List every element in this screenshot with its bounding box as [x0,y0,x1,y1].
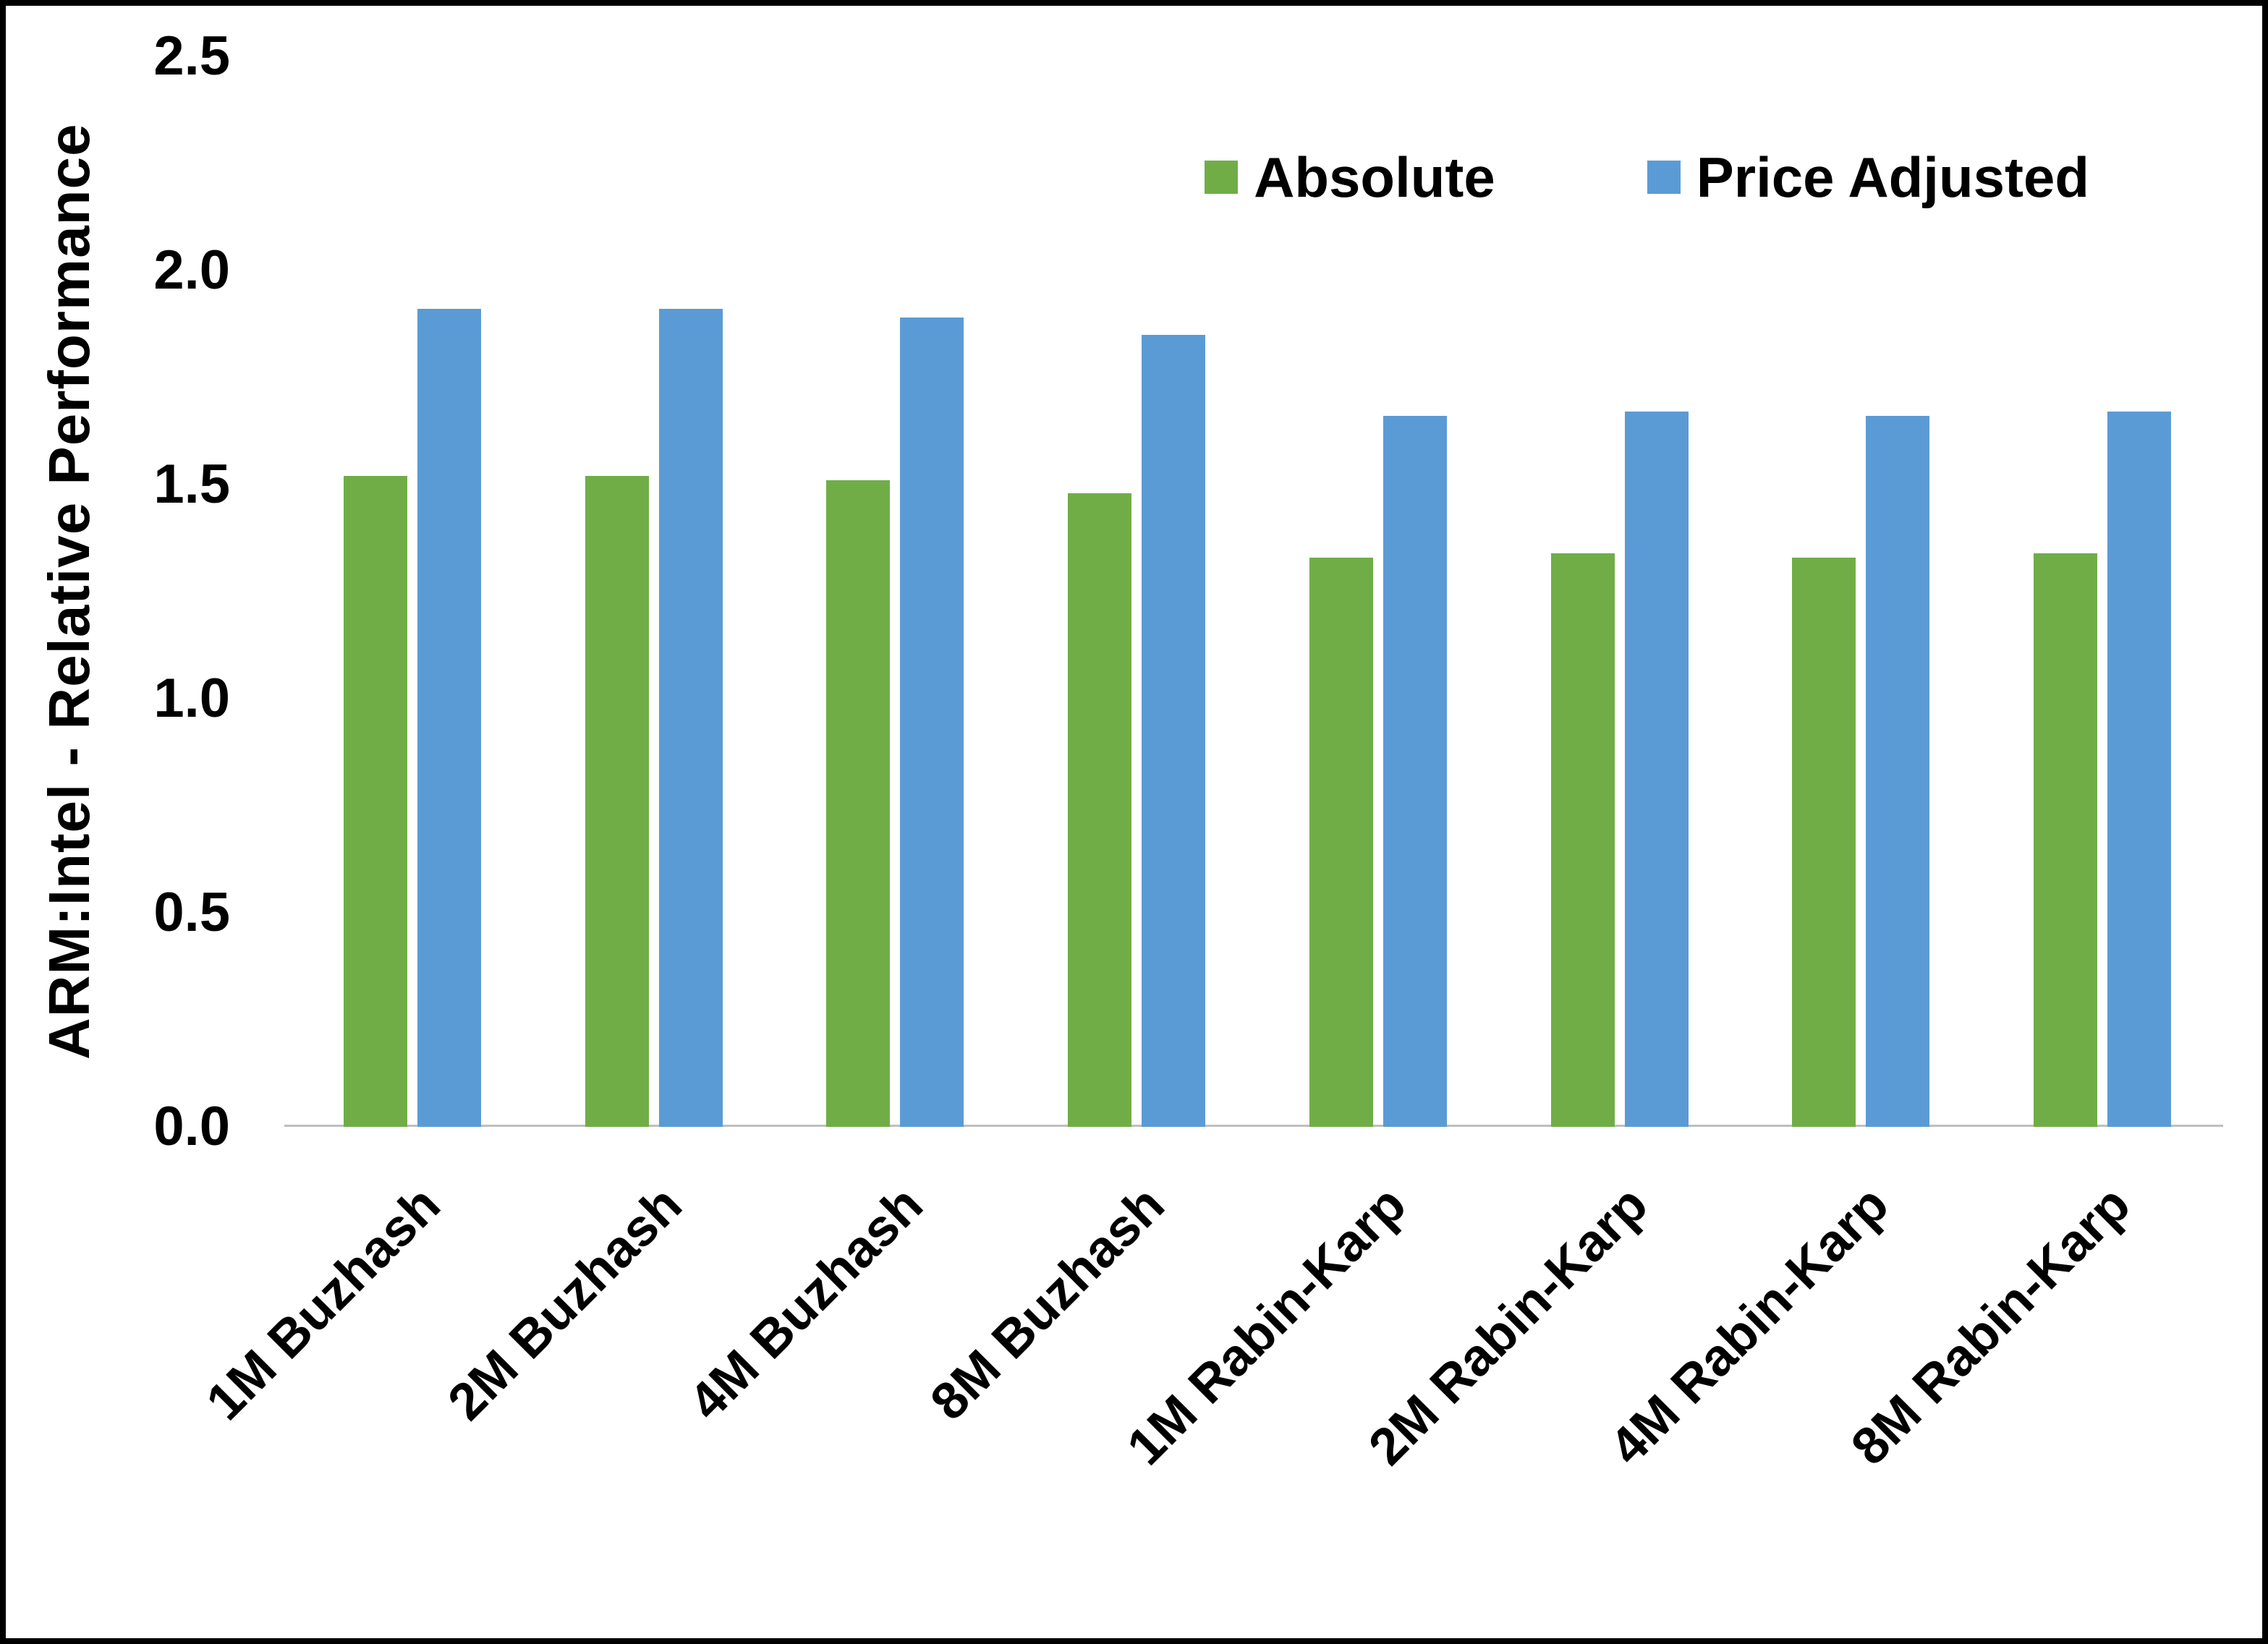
x-category-label: 2M Buzhash [436,1175,693,1431]
x-axis-labels: 1M Buzhash 2M Buzhash 4M Buzhash 8M Buzhash… [195,1127,2223,1633]
y-tick-label: 0.0 [153,1096,230,1157]
bar-price-adjusted [1866,416,1930,1127]
bar-group [292,56,533,1127]
y-tick-label: 0.5 [153,882,230,943]
bar-price-adjusted [1383,416,1447,1127]
bar-absolute [1550,553,1615,1127]
bar-absolute [2034,553,2098,1127]
x-category-label: 8M Buzhash [919,1175,1176,1431]
legend-swatch-icon [1647,161,1681,194]
x-category-label: 1M Buzhash [195,1175,451,1431]
bar-absolute [585,476,649,1127]
y-tick-label: 2.5 [153,25,230,87]
y-tick-label: 1.5 [153,453,230,515]
legend-label: Price Adjusted [1696,145,2089,209]
bar-group [1257,56,1499,1127]
legend-label: Absolute [1254,145,1495,209]
legend-swatch-icon [1205,161,1239,194]
bar-group [1016,56,1257,1127]
bar-groups [292,56,2223,1127]
bar-price-adjusted [2107,412,2172,1127]
bar-absolute [1792,557,1856,1127]
plot-area: Absolute Price Adjusted [284,56,2223,1127]
bar-chart: ARM:Intel - Relative Performance 0.0 0.5 1… [6,6,2262,1638]
bar-group [775,56,1016,1127]
bar-absolute [1309,557,1373,1127]
bar-group [1499,56,1741,1127]
bar-group [1982,56,2223,1127]
bar-absolute [343,476,407,1127]
y-tick-label: 2.0 [153,239,230,301]
bar-group [1741,56,1982,1127]
bar-absolute [1068,493,1132,1127]
legend-item: Absolute [1205,149,1495,205]
y-axis-ticks: 0.0 0.5 1.0 1.5 2.0 2.5 [6,29,259,1154]
bar-price-adjusted [1142,334,1206,1127]
x-axis-line [284,1125,2223,1127]
bar-group [533,56,775,1127]
bar-price-adjusted [658,309,723,1127]
bar-absolute [826,480,891,1127]
x-category-label: 4M Buzhash [678,1175,935,1431]
bar-price-adjusted [417,309,481,1127]
bar-price-adjusted [900,318,964,1127]
legend: Absolute Price Adjusted [1205,149,2089,205]
bar-price-adjusted [1624,412,1689,1127]
legend-item: Price Adjusted [1647,149,2089,205]
y-tick-label: 1.0 [153,668,230,729]
